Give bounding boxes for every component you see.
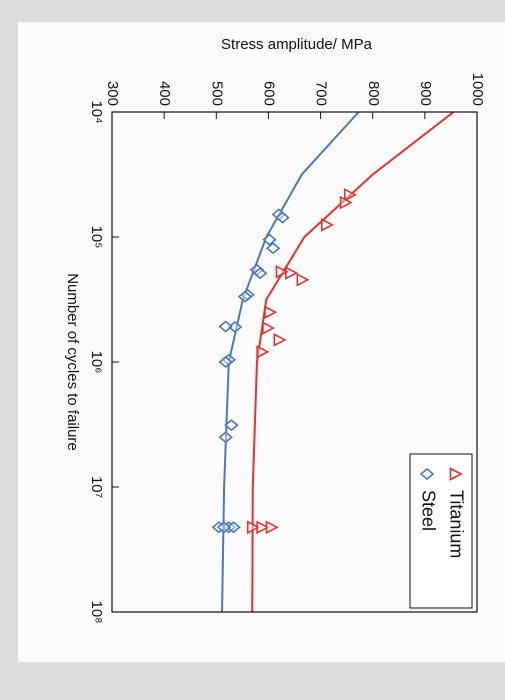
plot-rotated: 300 400 500 600 700 800 900 1000 10⁴ 10⁵ 10⁶ 10⁷ 10⁸…	[64, 36, 486, 624]
y-axis-label: Stress amplitude/ MPa	[221, 36, 373, 53]
y-tick-label: 900	[417, 81, 434, 106]
legend-marker	[419, 467, 435, 481]
y-tick-label: 800	[365, 81, 382, 106]
diamond-marker	[218, 431, 233, 444]
diamond-marker	[262, 233, 277, 246]
x-tick-label: 10⁵	[88, 226, 105, 249]
triangle-marker	[343, 188, 357, 202]
triangle-marker	[296, 272, 310, 287]
legend-label: Titanium	[446, 490, 466, 558]
x-tick-label: 10⁷	[88, 476, 105, 498]
diamond-marker	[224, 419, 239, 432]
diamond-marker	[226, 521, 241, 534]
diamond-marker	[216, 521, 232, 534]
diamond-marker	[265, 242, 281, 255]
triangle-marker	[256, 520, 270, 535]
x-tick-label: 10⁸	[88, 600, 105, 623]
triangle-marker	[264, 305, 278, 320]
y-tick-label: 300	[104, 81, 121, 106]
y-tick-label: 1000	[469, 73, 486, 106]
diamond-marker	[218, 355, 233, 369]
y-tick-label: 400	[156, 81, 173, 106]
triangle-marker	[246, 520, 260, 535]
triangle-marker	[275, 265, 289, 279]
diamond-marker	[275, 211, 290, 224]
legend-box	[409, 453, 473, 609]
fit-line	[251, 111, 455, 613]
diamond-marker	[227, 320, 243, 334]
x-tick-label: 10⁴	[88, 100, 105, 123]
x-tick-label: 10⁶	[88, 351, 105, 374]
triangle-marker	[256, 345, 270, 359]
x-axis-label: Number of cycles to failure	[64, 273, 81, 451]
triangle-marker	[262, 321, 276, 335]
legend-label: Steel	[418, 490, 438, 531]
diamond-marker	[249, 263, 265, 276]
triangle-marker	[321, 218, 335, 232]
diamond-marker	[218, 320, 233, 333]
diamond-marker	[237, 290, 253, 303]
diamond-marker	[271, 208, 287, 221]
triangle-marker	[273, 333, 287, 347]
y-tick-label: 700	[313, 81, 330, 106]
y-tick-label: 600	[260, 81, 277, 106]
triangle-marker	[265, 520, 279, 535]
triangle-marker	[339, 195, 353, 210]
legend-marker	[449, 467, 463, 481]
diamond-marker	[252, 267, 268, 280]
y-tick-label: 500	[208, 81, 225, 106]
